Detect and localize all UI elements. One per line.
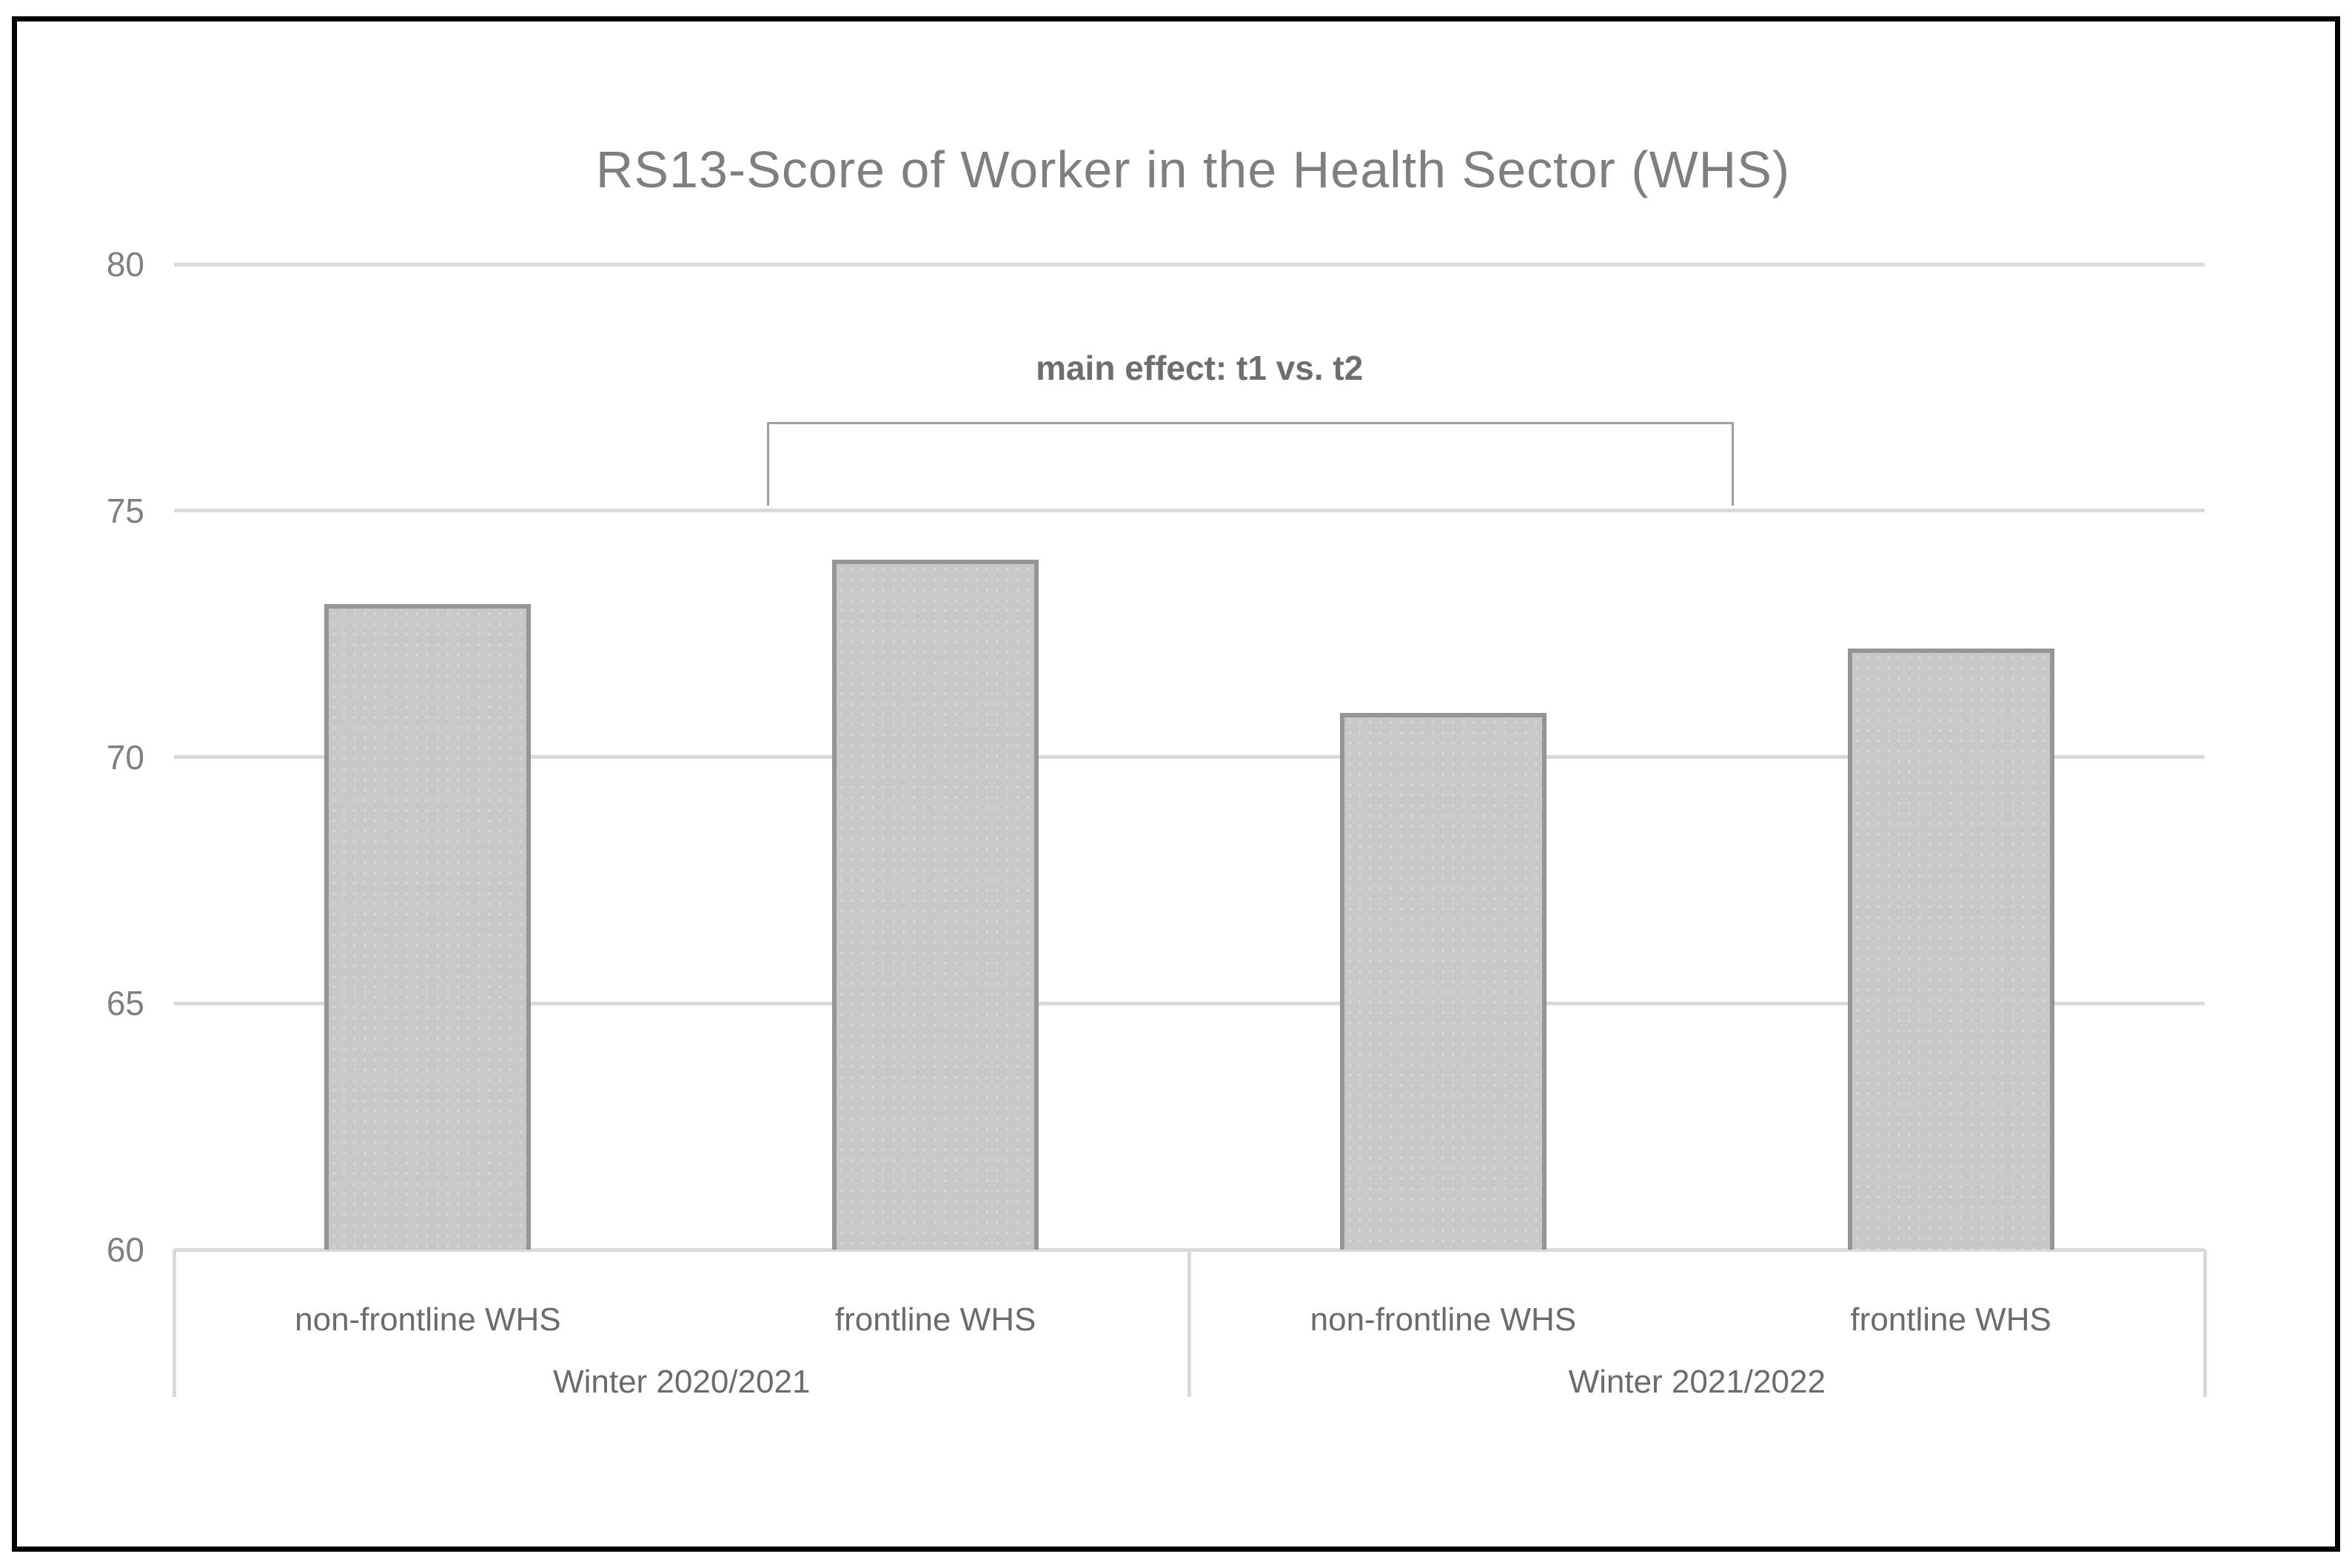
y-tick-label-65: 65 (106, 984, 144, 1023)
bar-chart: RS13-Score of Worker in the Health Secto… (17, 21, 2335, 1547)
x-category-label: frontline WHS (834, 1301, 1036, 1338)
chart-title: RS13-Score of Worker in the Health Secto… (595, 141, 1791, 198)
x-category-label: non-frontline WHS (1310, 1301, 1577, 1338)
gridline-80 (174, 262, 2205, 267)
x-group-label: Winter 2021/2022 (1568, 1364, 1826, 1400)
bar-winter-2021-2022-non-frontline-whs (1339, 712, 1547, 1250)
x-category-label: non-frontline WHS (295, 1301, 561, 1338)
gridline-65 (174, 1001, 2205, 1005)
y-tick-label-70: 70 (106, 737, 144, 777)
main-effect-annotation: main effect: t1 vs. t2 (1036, 348, 1364, 387)
figure-border: RS13-Score of Worker in the Health Secto… (12, 16, 2340, 1552)
y-tick-label-75: 75 (106, 491, 144, 530)
bar-winter-2020-2021-non-frontline-whs (324, 604, 532, 1250)
x-category-label: frontline WHS (1850, 1301, 2051, 1338)
axis-separator (172, 1250, 176, 1397)
gridline-75 (174, 509, 2205, 513)
axis-separator (2202, 1250, 2207, 1397)
axis-separator (1187, 1250, 1191, 1397)
gridline-70 (174, 755, 2205, 759)
x-group-label: Winter 2020/2021 (553, 1364, 811, 1400)
bar-winter-2020-2021-frontline-whs (832, 560, 1039, 1250)
y-tick-label-60: 60 (106, 1230, 144, 1269)
significance-bracket (766, 421, 1734, 506)
bar-winter-2021-2022-frontline-whs (1847, 649, 2054, 1250)
y-tick-label-80: 80 (106, 245, 144, 284)
